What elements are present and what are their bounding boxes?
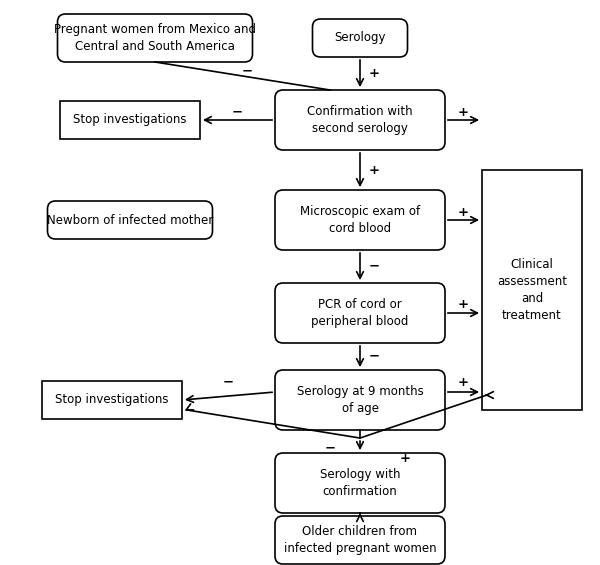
- Text: Older children from
infected pregnant women: Older children from infected pregnant wo…: [284, 525, 436, 555]
- Text: Serology at 9 months
of age: Serology at 9 months of age: [296, 385, 424, 415]
- Text: −: −: [232, 106, 243, 119]
- FancyBboxPatch shape: [275, 370, 445, 430]
- Text: +: +: [400, 451, 410, 464]
- Text: Confirmation with
second serology: Confirmation with second serology: [307, 105, 413, 135]
- Text: −: −: [325, 442, 335, 455]
- Bar: [482, 170, 582, 410]
- Text: +: +: [458, 298, 469, 311]
- Text: Serology with
confirmation: Serology with confirmation: [320, 468, 400, 498]
- Text: +: +: [458, 376, 469, 389]
- Text: −: −: [368, 350, 380, 363]
- Text: Clinical
assessment
and
treatment: Clinical assessment and treatment: [497, 258, 567, 322]
- FancyBboxPatch shape: [275, 190, 445, 250]
- Text: Pregnant women from Mexico and
Central and South America: Pregnant women from Mexico and Central a…: [54, 23, 256, 53]
- FancyBboxPatch shape: [275, 283, 445, 343]
- Text: −: −: [242, 64, 253, 77]
- FancyBboxPatch shape: [313, 19, 407, 57]
- Bar: [60, 101, 200, 139]
- Text: +: +: [458, 206, 469, 219]
- Text: PCR of cord or
peripheral blood: PCR of cord or peripheral blood: [311, 298, 409, 328]
- FancyBboxPatch shape: [58, 14, 253, 62]
- Text: +: +: [458, 106, 469, 119]
- FancyBboxPatch shape: [275, 453, 445, 513]
- FancyBboxPatch shape: [275, 90, 445, 150]
- Text: +: +: [368, 67, 380, 80]
- Text: −: −: [223, 376, 234, 389]
- Text: Microscopic exam of
cord blood: Microscopic exam of cord blood: [300, 205, 420, 235]
- Text: −: −: [368, 260, 380, 273]
- FancyBboxPatch shape: [47, 201, 212, 239]
- Bar: [42, 381, 182, 419]
- Text: Serology: Serology: [334, 32, 386, 45]
- FancyBboxPatch shape: [275, 516, 445, 564]
- Text: Stop investigations: Stop investigations: [55, 393, 169, 406]
- Text: Stop investigations: Stop investigations: [73, 114, 187, 127]
- Text: +: +: [368, 163, 380, 176]
- Text: Newborn of infected mother: Newborn of infected mother: [47, 214, 213, 227]
